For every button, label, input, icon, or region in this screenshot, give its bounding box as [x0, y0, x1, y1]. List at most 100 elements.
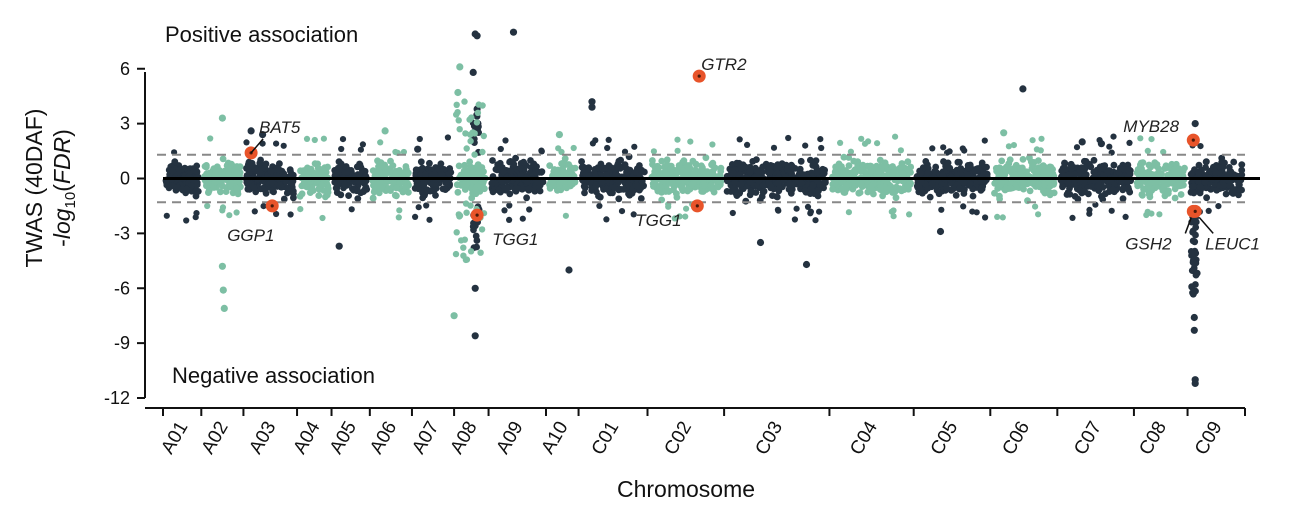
data-point [609, 189, 616, 197]
data-point [633, 182, 641, 190]
data-point [227, 179, 235, 187]
data-point [832, 171, 840, 179]
data-point [766, 164, 774, 172]
data-point [636, 162, 643, 169]
data-point [837, 139, 844, 146]
data-point [212, 167, 220, 175]
negative-association-label: Negative association [172, 363, 375, 388]
data-point [960, 203, 967, 210]
data-point [973, 167, 981, 175]
data-point [707, 185, 715, 192]
data-point [320, 135, 327, 142]
data-point [345, 192, 352, 200]
data-point [171, 158, 179, 166]
notable-point [471, 222, 479, 230]
data-point [683, 205, 690, 212]
data-point [1096, 165, 1104, 173]
data-point [1124, 184, 1132, 192]
notable-point [381, 127, 389, 135]
data-point [829, 185, 837, 193]
data-point [417, 158, 425, 166]
data-point [559, 160, 566, 167]
y-subtitle-prefix: - [49, 239, 75, 247]
data-point [1019, 156, 1027, 163]
data-point [323, 191, 331, 199]
data-point [637, 195, 645, 202]
data-point [1148, 210, 1155, 217]
notable-point [1078, 138, 1086, 146]
data-point [928, 180, 936, 188]
notable-point [565, 266, 573, 274]
data-point [1110, 133, 1117, 140]
notable-point [1097, 140, 1105, 148]
data-point [1197, 143, 1204, 150]
data-point [680, 167, 687, 175]
data-point [809, 181, 817, 189]
y-subtitle-log: log [49, 208, 75, 239]
data-point [382, 169, 389, 177]
data-point [682, 213, 689, 220]
data-point [516, 164, 524, 172]
data-point [305, 170, 312, 178]
data-point [665, 187, 673, 195]
notable-point [463, 209, 470, 216]
y-subtitle-open: ( [49, 184, 75, 192]
data-point [1143, 211, 1150, 219]
data-point [1201, 178, 1209, 186]
data-point [371, 186, 379, 193]
data-point [890, 207, 897, 214]
data-point [273, 210, 280, 218]
data-point [729, 209, 736, 217]
data-point [570, 144, 577, 152]
data-point [526, 206, 533, 213]
notable-point [936, 227, 945, 236]
data-point [845, 154, 853, 161]
data-point [892, 194, 900, 202]
data-point [998, 157, 1006, 165]
data-point [280, 195, 288, 203]
data-point [1152, 162, 1160, 170]
data-point [673, 190, 680, 198]
data-point [454, 188, 462, 196]
data-point [1038, 135, 1045, 142]
data-point [687, 138, 694, 145]
data-point [217, 188, 224, 196]
data-point [977, 186, 985, 194]
data-point [1156, 211, 1163, 218]
data-point [495, 187, 502, 194]
data-point [699, 188, 707, 195]
data-point [907, 163, 915, 171]
data-point [359, 141, 366, 148]
chromosome-points-A02 [201, 135, 244, 219]
data-point [422, 171, 429, 178]
y-axis-subtitle: -log10(FDR) [49, 129, 79, 247]
data-point [1126, 139, 1133, 146]
data-point [337, 160, 345, 168]
notable-point [1019, 85, 1027, 93]
data-point [530, 160, 538, 168]
data-point [809, 162, 817, 169]
data-point [207, 135, 214, 142]
data-point [791, 216, 799, 223]
notable-point [259, 131, 267, 139]
notable-point [1189, 258, 1197, 266]
data-point [269, 187, 276, 195]
data-point [1152, 178, 1159, 186]
data-point [940, 144, 947, 151]
data-point [343, 168, 351, 176]
data-point [1047, 168, 1054, 176]
data-point [311, 136, 318, 144]
data-point [676, 213, 683, 220]
data-point [896, 185, 904, 193]
data-point [1215, 203, 1222, 210]
highlight-point-center [475, 213, 479, 217]
notable-point [474, 109, 482, 117]
chromosome-label-a01: A01 [157, 418, 192, 458]
data-point [802, 142, 809, 149]
data-point [438, 171, 445, 178]
data-point [592, 182, 600, 190]
data-point [611, 184, 618, 192]
notable-point [480, 132, 487, 140]
data-point [219, 182, 226, 190]
notable-point [456, 126, 463, 133]
